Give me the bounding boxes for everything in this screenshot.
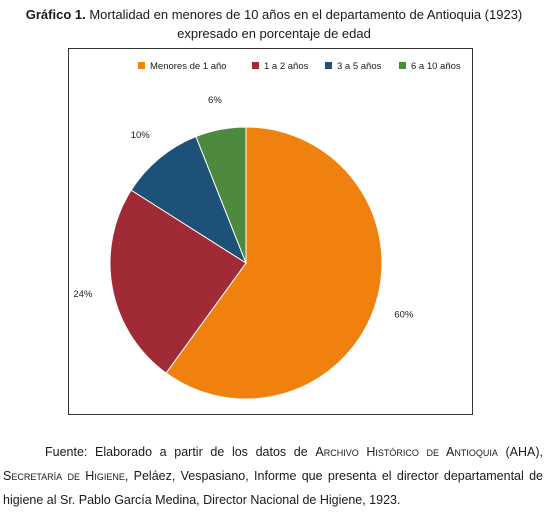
value-label-3-a-5-anos: 10%	[131, 130, 151, 141]
pie-slice-6-a-10-anos	[195, 126, 247, 264]
legend-swatch-menores-de-1-ano	[138, 62, 145, 69]
pie-slice-3-a-5-anos	[130, 135, 248, 265]
value-label-6-a-10-anos: 6%	[208, 95, 222, 106]
source-secretaria: Secretaría de Higiene	[3, 469, 125, 483]
legend: Menores de 1 año 1 a 2 años 3 a 5 años 6 a …	[138, 61, 461, 72]
source-note: Fuente: Elaborado a partir de los datos …	[3, 440, 543, 512]
pie-chart: Menores de 1 año 1 a 2 años 3 a 5 años 6 a …	[73, 61, 461, 400]
legend-swatch-3-a-5-anos	[325, 62, 332, 69]
source-archive-abbr: (AHA),	[497, 445, 543, 459]
pie-slice-1-a-2-anos	[109, 189, 247, 374]
legend-label-3-a-5-anos: 3 a 5 años	[337, 61, 382, 72]
legend-label-1-a-2-anos: 1 a 2 años	[264, 61, 309, 72]
chart-frame: Menores de 1 año 1 a 2 años 3 a 5 años 6 a …	[68, 48, 473, 415]
source-archive: Archivo Histórico de Antioquia	[315, 445, 498, 459]
value-label-1-a-2-anos: 24%	[73, 289, 93, 300]
value-label-menores-de-1-ano: 60%	[394, 309, 414, 320]
legend-label-menores-de-1-ano: Menores de 1 año	[150, 61, 227, 72]
value-labels: 60% 24% 10% 6%	[73, 95, 414, 320]
title-line-2: expresado en porcentaje de edad	[177, 26, 371, 41]
figure-label: Gráfico 1.	[25, 7, 86, 22]
title-line-1: Mortalidad en menores de 10 años en el d…	[89, 7, 523, 22]
legend-swatch-1-a-2-anos	[252, 62, 259, 69]
chart-title: Gráfico 1. Mortalidad en menores de 10 a…	[0, 5, 548, 43]
legend-swatch-6-a-10-anos	[399, 62, 406, 69]
pie-slice-menores-de-1-ano	[165, 126, 383, 400]
source-prefix: Fuente: Elaborado a partir de los datos …	[45, 445, 316, 459]
pie-slices	[109, 126, 383, 400]
source-rest: , Peláez, Vespasiano, Informe que presen…	[3, 469, 543, 507]
legend-label-6-a-10-anos: 6 a 10 años	[411, 61, 461, 72]
